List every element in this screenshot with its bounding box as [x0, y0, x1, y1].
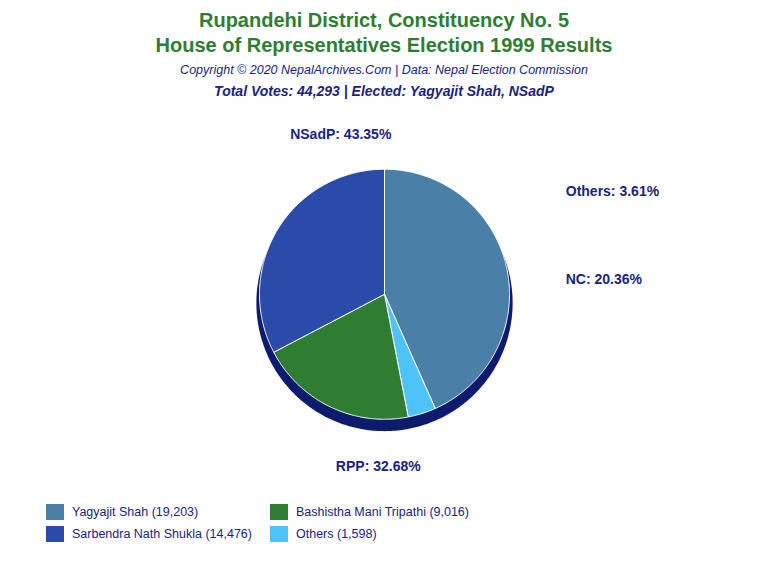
html-text:Sarbendra Nath Shukla (14,476): Sarbendra Nath Shukla (14,476) [72, 527, 252, 541]
html-text:Bashistha Mani Tripathi (9,016: Bashistha Mani Tripathi (9,016) [296, 505, 469, 519]
html-text:Copyright © 2020 NepalArchives: Copyright © 2020 NepalArchives.Com | Dat… [180, 63, 588, 77]
html-text:Others (1,598): Others (1,598) [296, 527, 377, 541]
html-text:House of Representatives Elect: House of Representatives Election 1999 R… [155, 34, 613, 56]
svg-text:NSadP: 43.35%: NSadP: 43.35% [290, 126, 392, 142]
svg-text:NC: 20.36%: NC: 20.36% [566, 271, 643, 287]
html-text:Total Votes: 44,293 | Elected:: Total Votes: 44,293 | Elected: Yagyajit … [214, 83, 554, 99]
html-text:Rupandehi District, Constituen: Rupandehi District, Constituency No. 5 [199, 9, 569, 31]
svg-text:Others: 3.61%: Others: 3.61% [566, 183, 660, 199]
svg-text:RPP: 32.68%: RPP: 32.68% [336, 458, 421, 474]
html-text:Yagyajit Shah (19,203): Yagyajit Shah (19,203) [72, 505, 199, 519]
